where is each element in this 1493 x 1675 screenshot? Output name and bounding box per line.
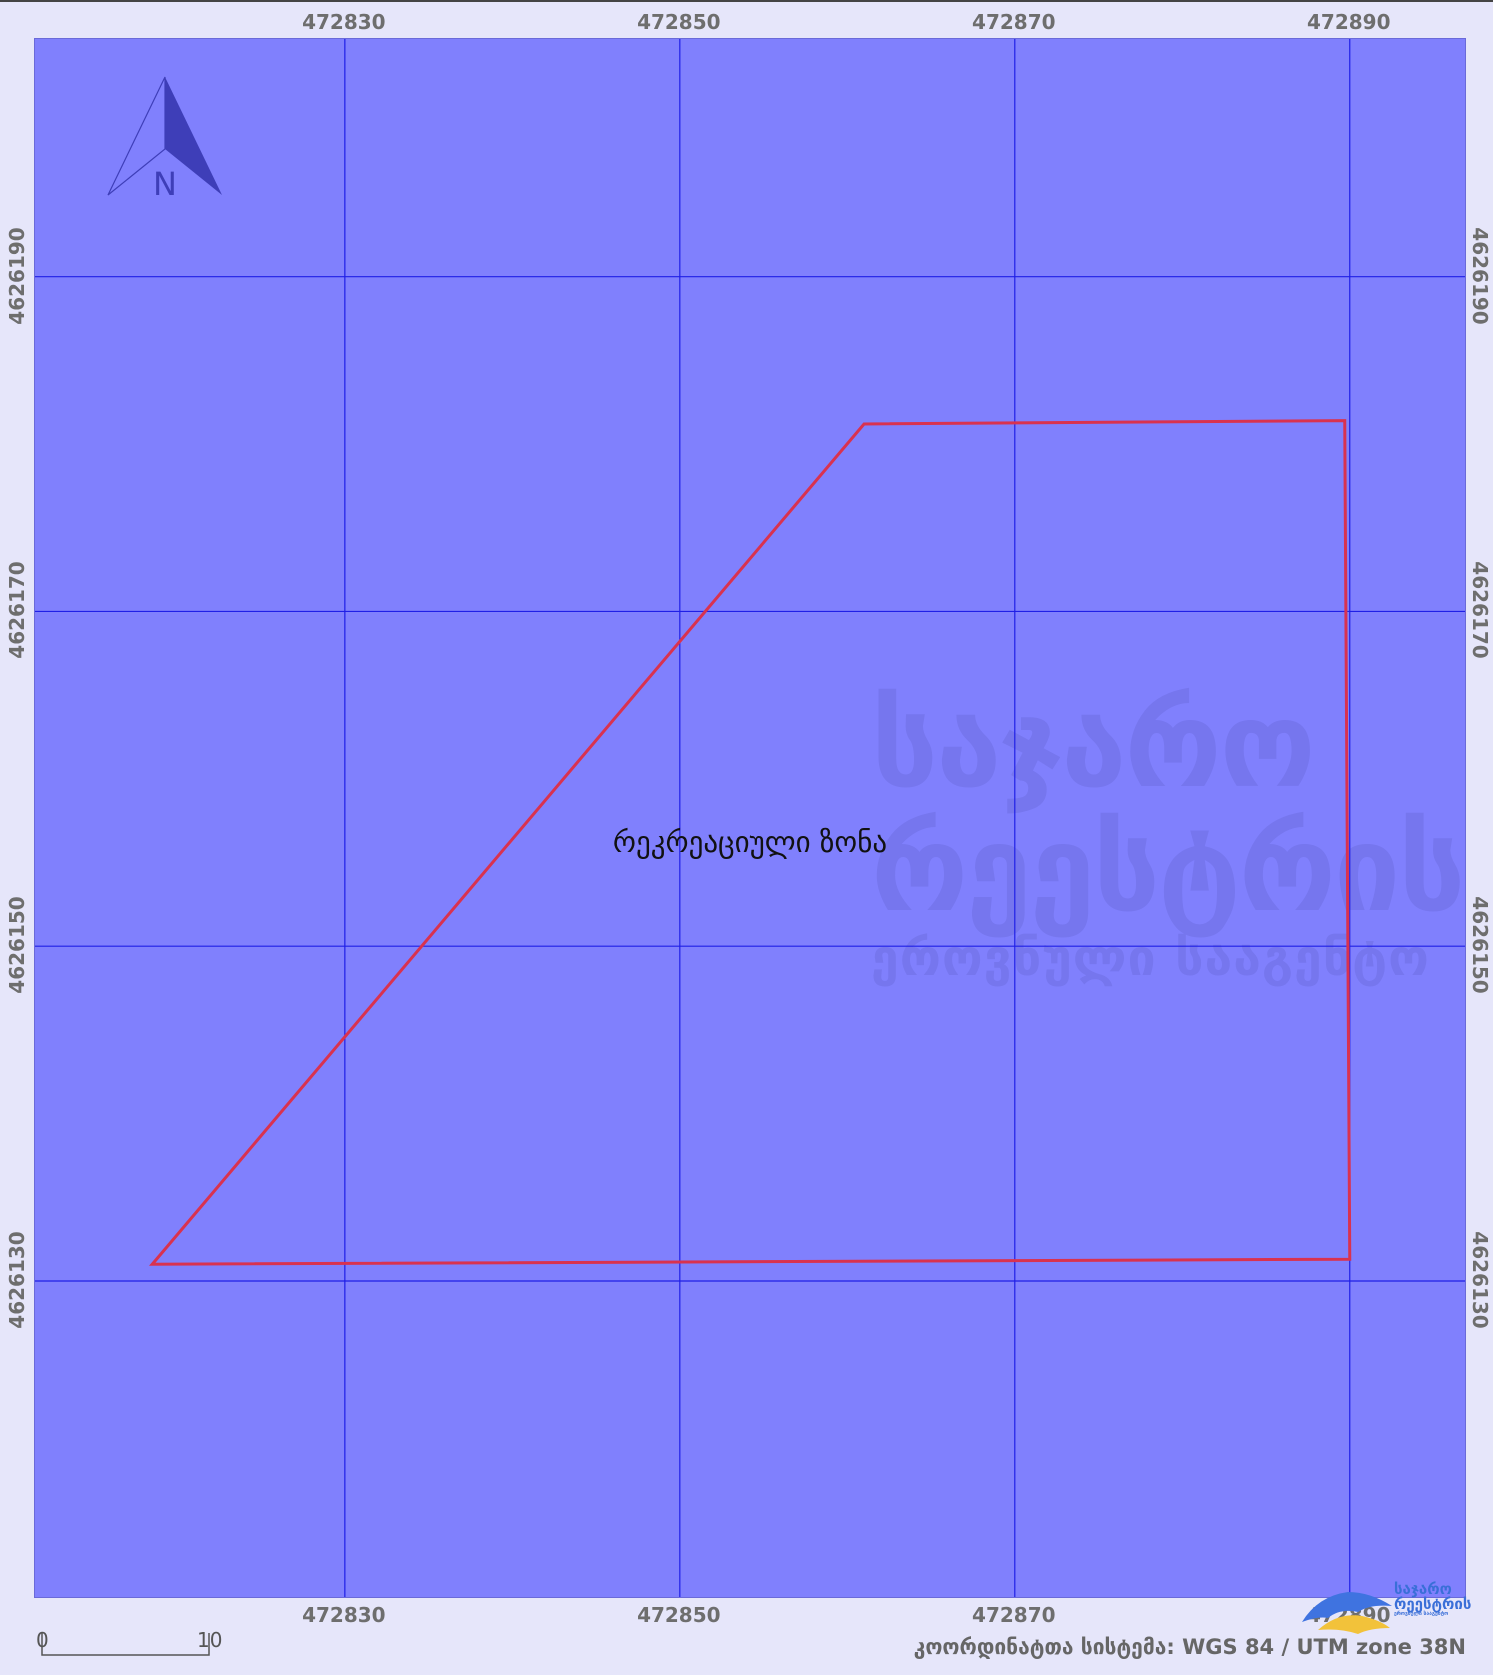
logo-line-1: საჯარო [1394,1580,1452,1598]
y-tick-label-left: 4626190 [5,226,29,325]
x-tick-label-top: 472850 [637,10,721,34]
watermark: საჯარო რეესტრის ეროვნული სააგენტო [871,676,1465,987]
north-arrow-label: N [153,165,177,203]
y-tick-label-right: 4626150 [1468,896,1492,994]
grid-layer [35,39,1465,1597]
north-arrow-icon: N [107,76,222,203]
registry-logo-icon [1302,1592,1392,1634]
watermark-line-1: საჯარო [871,676,1316,814]
y-tick-label-right: 4626190 [1468,226,1492,325]
x-tick-label-bottom: 472830 [302,1603,386,1627]
x-tick-label-top: 472890 [1307,10,1391,34]
x-tick-label-bottom: 472850 [637,1603,721,1627]
watermark-line-2: რეესტრის [871,799,1465,938]
logo-line-3: ეროვნული სააგენტო [1394,1611,1449,1617]
y-tick-label-left: 4626170 [5,561,29,660]
scale-bar [41,1633,210,1656]
map-canvas[interactable]: N [35,39,1466,1598]
registry-logo-text: საჯარო რეესტრის ეროვნული სააგენტო [1394,1582,1471,1617]
y-tick-label-left: 4626130 [5,1231,29,1329]
coordinate-system-label: კოორდინატთა სისტემა: WGS 84 / UTM zone 3… [913,1635,1466,1659]
watermark-line-3: ეროვნული სააგენტო [871,928,1430,987]
top-border [0,0,1493,5]
parcel-boundary[interactable] [148,419,1352,1266]
zone-label: რეკრეაციული ზონა [612,825,888,859]
y-tick-label-left: 4626150 [5,896,29,994]
map-frame[interactable]: საჯარო რეესტრის ეროვნული სააგენტო N რეკრ… [34,38,1466,1598]
y-tick-label-right: 4626130 [1468,1231,1492,1329]
x-tick-label-bottom: 472870 [972,1603,1056,1627]
logo-line-2: რეესტრის [1394,1595,1472,1613]
scale-end-label: 10 [197,1628,223,1652]
x-tick-label-top: 472870 [972,10,1056,34]
scale-start-label: 0 [36,1628,49,1652]
y-tick-label-right: 4626170 [1468,561,1492,660]
x-tick-label-top: 472830 [302,10,386,34]
